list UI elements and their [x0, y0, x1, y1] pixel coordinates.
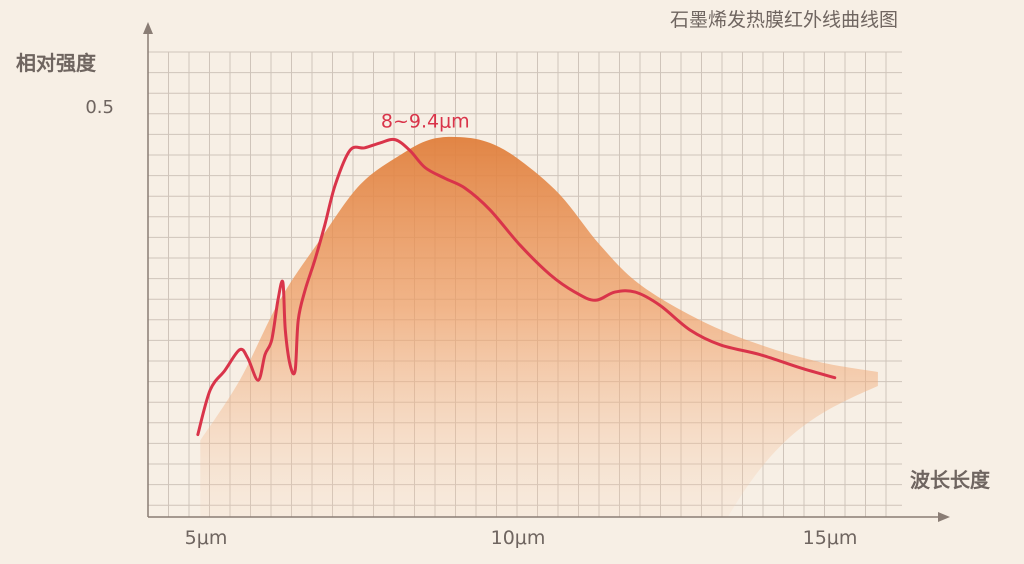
emission-area — [200, 136, 878, 517]
x-axis-label: 波长长度 — [910, 468, 991, 492]
y-axis-arrow-icon — [143, 22, 153, 34]
x-tick-label: 15μm — [803, 527, 858, 549]
chart-title: 石墨烯发热膜红外线曲线图 — [670, 9, 898, 31]
x-tick-label: 10μm — [491, 527, 546, 549]
y-axis-label: 相对强度 — [16, 51, 97, 75]
graphene-curve-line — [196, 137, 837, 437]
peak-range-annotation: 8~9.4μm — [381, 110, 470, 132]
x-tick-label: 5μm — [185, 527, 228, 549]
x-axis-arrow-icon — [938, 512, 950, 522]
y-tick-label: 0.5 — [85, 97, 114, 118]
axes — [143, 22, 950, 522]
